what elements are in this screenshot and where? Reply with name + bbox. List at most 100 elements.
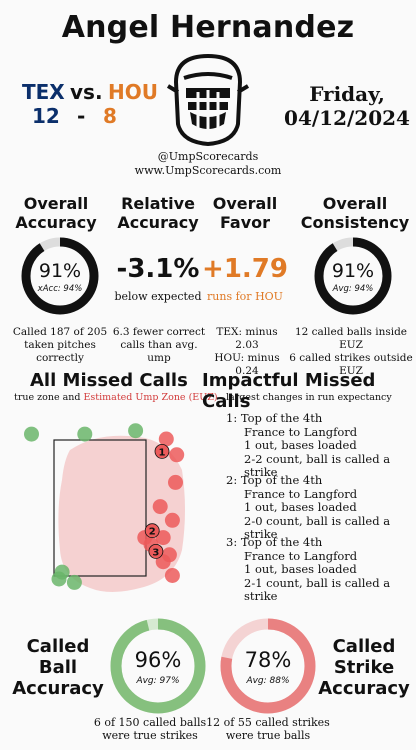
home-score: 8 (103, 104, 117, 128)
impactful-call-label: 2 (149, 527, 156, 538)
relative-caption-line1: 6.3 fewer correct (112, 326, 206, 338)
twitter-handle: @UmpScorecards (157, 150, 259, 163)
ball-label-line3: Accuracy (12, 678, 104, 699)
relative-sub: below expected (114, 290, 202, 303)
relative-caption: 6.3 fewer correct calls than avg. ump (112, 326, 206, 365)
impactful-item-1: 1: Top of the 4th France to Langford 1 o… (226, 411, 416, 480)
website-link: www.UmpScorecards.com (134, 164, 282, 177)
strike-label-line1: Called (332, 636, 396, 657)
accuracy-caption: Called 187 of 205 taken pitches correctl… (4, 326, 116, 365)
missed-strike-point (155, 530, 171, 546)
missed-ball-point (54, 564, 70, 580)
accuracy-title-line2: Accuracy (15, 213, 97, 232)
missed-ball-point (24, 426, 39, 442)
strike-accuracy-ring (220, 618, 316, 714)
accuracy-xacc: xAcc: 94% (37, 284, 83, 294)
missed-calls-title: All Missed Calls (30, 370, 188, 391)
strike-accuracy-avg: Avg: 88% (246, 676, 290, 686)
impactful-subtitle: largest changes in run expectancy (226, 392, 392, 403)
page-title: Angel Hernandez (61, 10, 355, 45)
item-inning: Top of the 4th (240, 473, 323, 487)
ball-label-line1: Called (26, 636, 90, 657)
accuracy-caption-line1: Called 187 of 205 (12, 326, 108, 338)
accuracy-caption-line2: taken pitches correctly (24, 339, 96, 364)
strike-caption-line1: 12 of 55 called strikes (206, 716, 330, 729)
missed-ball-point (77, 426, 93, 442)
strike-accuracy-label: Called Strike Accuracy (312, 636, 416, 699)
consistency-value: 91% (331, 260, 375, 282)
accuracy-value: 91% (38, 260, 82, 282)
accuracy-title: Overall Accuracy (6, 194, 106, 232)
impactful-call-marker (148, 543, 164, 559)
missed-strike-point (155, 554, 171, 570)
missed-strike-point (164, 512, 180, 528)
home-team: HOU (108, 80, 158, 104)
consistency-avg: Avg: 94% (332, 284, 374, 294)
ball-caption-line2: were true strikes (102, 729, 198, 742)
missed-strike-point (158, 431, 174, 447)
item-inning: Top of the 4th (240, 535, 323, 549)
relative-caption-line2: calls than avg. ump (120, 339, 198, 364)
strike-accuracy-value: 78% (244, 648, 292, 672)
accuracy-ring (21, 237, 99, 315)
away-score: 12 (32, 104, 60, 128)
consistency-title-line1: Overall (322, 194, 388, 213)
umpire-mask-icon (166, 53, 250, 147)
item-call: 2-0 count, ball is called a strike (244, 513, 391, 541)
consistency-caption-line1: 12 called balls inside EUZ (294, 326, 408, 351)
vs-label: vs. (70, 80, 103, 104)
item-call: 2-1 count, ball is called a strike (244, 575, 391, 603)
game-date: Friday, 04/12/2024 (282, 82, 412, 130)
item-situation: 1 out, bases loaded (244, 562, 357, 576)
impactful-call-marker (144, 523, 160, 539)
favor-caption-line2: HOU: minus 0.24 (214, 352, 280, 377)
ball-caption-line1: 6 of 150 called balls (93, 716, 207, 729)
missed-calls-legend: true zone and Estimated Ump Zone (EUZ) (14, 392, 218, 403)
item-situation: 1 out, bases loaded (244, 438, 357, 452)
impactful-title: Impactful Missed Calls (202, 370, 376, 412)
missed-strike-point (152, 499, 168, 515)
ball-accuracy-caption: 6 of 150 called balls were true strikes (88, 716, 212, 742)
consistency-ring (314, 237, 392, 315)
ball-accuracy-avg: Avg: 97% (136, 676, 180, 686)
legend-euz: Estimated Ump Zone (EUZ) (83, 392, 218, 403)
missed-strike-point (168, 474, 183, 490)
ball-accuracy-label: Called Ball Accuracy (6, 636, 110, 699)
ball-label-line2: Ball (38, 657, 78, 678)
favor-title-line2: Favor (219, 213, 271, 232)
item-situation: 1 out, bases loaded (244, 500, 357, 514)
missed-strike-point (169, 447, 185, 463)
consistency-title-line2: Consistency (300, 213, 410, 232)
consistency-caption-line2: 6 called strikes outside EUZ (289, 352, 413, 377)
favor-caption-line1: TEX: minus 2.03 (216, 326, 278, 351)
item-matchup: France to Langford (244, 548, 358, 563)
item-matchup: France to Langford (244, 424, 358, 439)
relative-title: Relative Accuracy (108, 194, 208, 232)
strike-caption-line2: were true balls (225, 729, 311, 742)
relative-value: -3.1% (116, 254, 200, 284)
strike-label-line3: Accuracy (318, 678, 410, 699)
impactful-item-2: 2: Top of the 4th France to Langford 1 o… (226, 473, 416, 542)
impactful-call-label: 3 (152, 547, 159, 558)
item-inning: Top of the 4th (240, 411, 323, 425)
favor-value: +1.79 (202, 254, 288, 284)
item-call: 2-2 count, ball is called a strike (244, 451, 391, 479)
consistency-caption: 12 called balls inside EUZ 6 called stri… (287, 326, 415, 378)
strike-label-line2: Strike (333, 657, 395, 678)
away-team: TEX (22, 80, 65, 104)
missed-ball-point (128, 423, 144, 439)
strike-accuracy-caption: 12 of 55 called strikes were true balls (204, 716, 332, 742)
missed-ball-point (66, 574, 82, 590)
relative-title-line2: Accuracy (117, 213, 199, 232)
accuracy-title-line1: Overall (23, 194, 89, 213)
legend-true-zone: true zone and (14, 392, 84, 403)
item-number: 3: (226, 535, 238, 549)
ball-accuracy-ring (110, 618, 206, 714)
true-zone (53, 439, 147, 577)
score-dash: - (77, 104, 86, 128)
ball-accuracy-value: 96% (134, 648, 182, 672)
date-value: 04/12/2024 (284, 106, 410, 130)
favor-caption: TEX: minus 2.03 HOU: minus 0.24 (204, 326, 290, 378)
item-number: 2: (226, 473, 238, 487)
impactful-call-marker (154, 444, 170, 459)
